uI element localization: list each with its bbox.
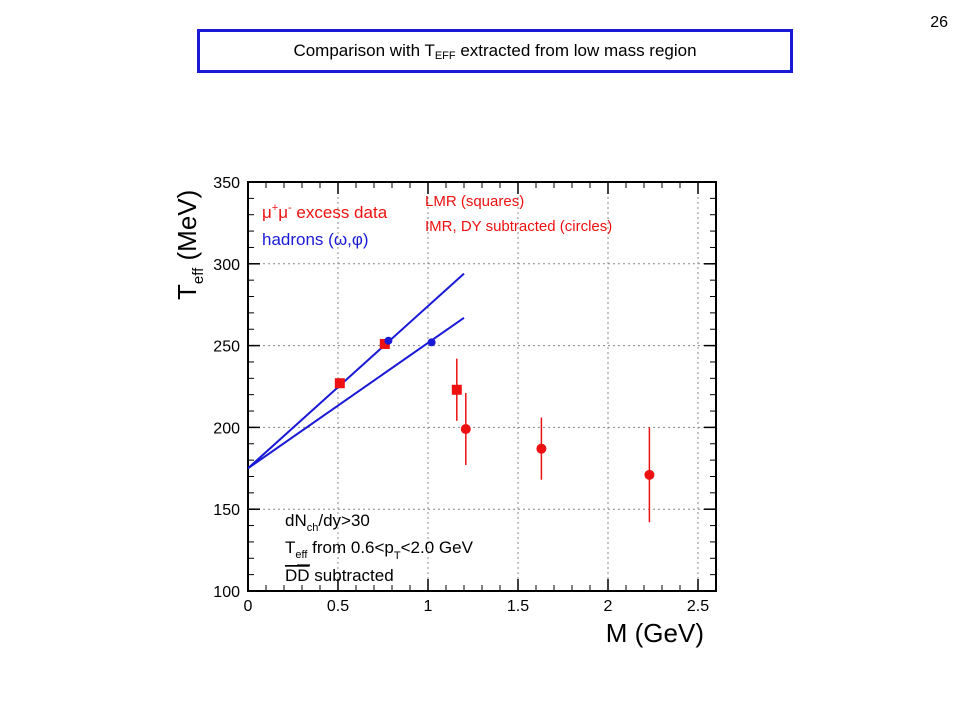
annotation-eff: eff bbox=[295, 549, 308, 561]
square-marker bbox=[451, 384, 462, 395]
annotation-dd: DD bbox=[285, 566, 310, 585]
legend-lmr: LMR (squares) bbox=[425, 193, 524, 210]
axis-ticks bbox=[247, 181, 717, 592]
square-marker bbox=[379, 338, 390, 349]
legend-minus: - bbox=[288, 202, 292, 214]
x-tick-label: 2.5 bbox=[687, 598, 709, 615]
annotation-dn: dN bbox=[285, 511, 307, 530]
circle-marker bbox=[427, 338, 436, 347]
slide-title-suffix: extracted from low mass region bbox=[455, 40, 697, 60]
x-tick-label: 1.5 bbox=[507, 598, 529, 615]
circle-marker bbox=[536, 443, 547, 454]
legend-excess-text: excess data bbox=[292, 203, 388, 222]
error-bars bbox=[339, 339, 651, 523]
slide-title-prefix: Comparison with T bbox=[293, 40, 435, 60]
annotation-gev: <2.0 GeV bbox=[401, 538, 474, 557]
slide-title-box: Comparison with TEFF extracted from low … bbox=[197, 29, 793, 73]
legend-mu: μ bbox=[262, 203, 272, 222]
annotation-dy: /dy>30 bbox=[318, 511, 370, 530]
y-tick-label: 250 bbox=[213, 339, 240, 356]
annotation-from: from 0.6<p bbox=[307, 538, 393, 557]
annotation-ch: ch bbox=[307, 522, 319, 534]
legend-mu2: μ bbox=[278, 203, 288, 222]
y-axis-title: Teff (MeV) bbox=[172, 190, 207, 300]
annotation-dd-subtracted: DD subtracted bbox=[285, 566, 394, 585]
x-tick-label: 0.5 bbox=[327, 598, 349, 615]
legend-imr: IMR, DY subtracted (circles) bbox=[425, 218, 612, 235]
x-tick-label: 0 bbox=[244, 598, 253, 615]
y-tick-label: 350 bbox=[213, 175, 240, 192]
data-markers bbox=[334, 336, 655, 480]
axis-tick-labels: 0 0.5 1 1.5 2 2.5 100 150 200 250 300 350 bbox=[213, 175, 709, 615]
annotation-pt-sub: T bbox=[394, 550, 401, 562]
slide-number: 26 bbox=[930, 14, 948, 31]
circle-marker bbox=[384, 336, 393, 345]
x-tick-label: 1 bbox=[424, 598, 433, 615]
fit-line bbox=[247, 272, 465, 470]
y-axis-title-main: T bbox=[172, 284, 202, 300]
annotation-t: T bbox=[285, 538, 295, 557]
legend-dimuon-excess: μ+μ- excess data bbox=[262, 202, 388, 222]
annotation-pt-range: Teff from 0.6<pT<2.0 GeV bbox=[285, 538, 474, 562]
y-tick-label: 150 bbox=[213, 502, 240, 519]
y-axis-title-sub: eff bbox=[190, 267, 207, 284]
fit-lines bbox=[247, 272, 465, 470]
annotation-subtracted: subtracted bbox=[310, 566, 394, 585]
x-tick-label: 2 bbox=[604, 598, 613, 615]
y-axis-title-unit: (MeV) bbox=[172, 190, 202, 268]
slide-title: Comparison with TEFF extracted from low … bbox=[293, 41, 696, 62]
circle-marker bbox=[460, 424, 471, 435]
x-axis-title: M (GeV) bbox=[606, 618, 704, 648]
legend-plus: + bbox=[272, 202, 278, 214]
circle-marker bbox=[644, 469, 655, 480]
y-tick-label: 200 bbox=[213, 420, 240, 437]
square-marker bbox=[334, 378, 345, 389]
annotation-multiplicity: dNch/dy>30 bbox=[285, 511, 370, 534]
y-tick-label: 100 bbox=[213, 584, 240, 601]
y-tick-label: 300 bbox=[213, 257, 240, 274]
grid-lines bbox=[248, 182, 716, 591]
legend-hadrons: hadrons (ω,φ) bbox=[262, 230, 369, 249]
slide-title-subscript: EFF bbox=[434, 49, 456, 62]
